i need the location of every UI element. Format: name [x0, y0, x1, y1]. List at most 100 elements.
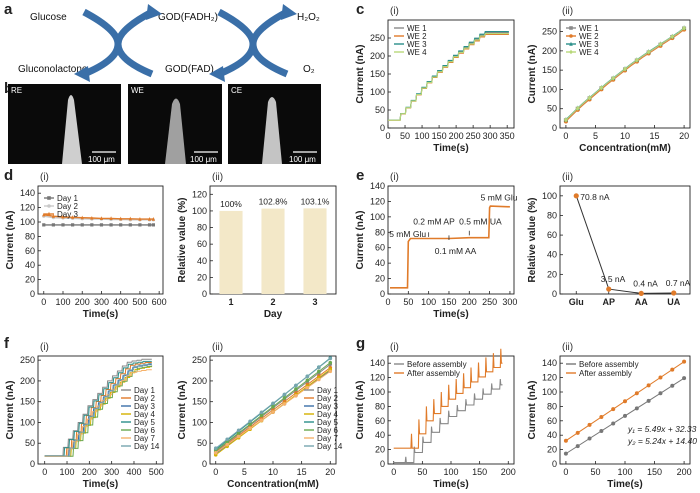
x-tick-label: 15: [297, 467, 307, 477]
y-tick-label: 150: [542, 65, 557, 75]
y-tick-label: 20: [547, 445, 557, 455]
data-point: [305, 385, 310, 390]
data-point: [47, 196, 51, 200]
y-tick-label: 40: [547, 250, 557, 260]
sem-tag-we: WE: [131, 86, 144, 95]
data-point: [61, 214, 65, 219]
y-tick-label: 60: [197, 239, 207, 249]
panel-label-f: f: [4, 335, 10, 352]
y-axis-label: Relative value (%): [527, 197, 538, 282]
series-line: [393, 348, 503, 449]
y-tick-label: 200: [20, 376, 35, 386]
ce-needle-tip: [262, 97, 282, 164]
legend-entry: Day 4: [317, 410, 338, 419]
subpanel-label: (i): [40, 342, 49, 353]
y-tick-label: 0: [380, 123, 385, 133]
scheme-arrow-2-arrowhead-bottom: [209, 66, 225, 82]
x-axis-label: Time(s): [433, 143, 468, 154]
data-point: [225, 442, 229, 447]
x-tick-label: UA: [667, 297, 680, 307]
x-axis-label: Time(s): [83, 479, 118, 490]
x-tick-label: 0: [563, 131, 568, 141]
x-tick-label: 50: [400, 131, 410, 141]
x-tick-label: 0: [391, 467, 396, 477]
data-point: [634, 406, 639, 411]
y-tick-label: 200: [370, 51, 385, 61]
y-tick-label: 150: [370, 69, 385, 79]
data-point: [236, 431, 241, 435]
scheme-god-fadh2: GOD(FADH₂): [158, 12, 218, 23]
x-tick-label: 2: [270, 297, 275, 307]
legend-entry: Day 3: [57, 210, 78, 219]
series-line: [393, 378, 503, 464]
data-point: [317, 365, 321, 370]
data-point: [294, 387, 298, 391]
chart-d-ii: (ii) 0 20 40 60 80 100 120 1 2 3 Day Relative value …: [177, 172, 337, 320]
data-point: [128, 223, 132, 227]
data-point: [587, 95, 592, 101]
data-point: [569, 26, 573, 30]
x-tick-label: 200: [449, 131, 464, 141]
data-point: [623, 413, 627, 418]
y-axis-label: Current (nA): [5, 381, 16, 440]
legend-entry: Day 1: [317, 386, 338, 395]
x-tick-label: 100: [55, 297, 70, 307]
legend-entry: Day 3: [317, 402, 338, 411]
bar: [219, 210, 243, 294]
injection-annotation: 5 mM Glu: [481, 193, 518, 203]
x-tick-label: 600: [152, 297, 167, 307]
x-tick-label: 100: [443, 467, 458, 477]
x-tick-label: 0: [385, 131, 390, 141]
data-point: [138, 223, 142, 227]
data-point: [42, 223, 46, 227]
y-tick-label: 20: [197, 272, 207, 282]
subpanel-label: (i): [390, 342, 399, 353]
data-point: [99, 223, 104, 227]
scale-label-we: 100 μm: [190, 155, 217, 164]
chart-c-ii: (ii) 0 50 100 150 200 250 0 5 10 15 20 Concentration…: [527, 6, 691, 154]
scheme-arrow-2-arrowhead-top: [281, 4, 297, 20]
legend-entry: Day 4: [134, 410, 155, 419]
scheme-arrow-1-arc-left: [82, 8, 122, 78]
y-tick-label: 0: [552, 123, 557, 133]
injection-annotation: 0.5 mM UA: [459, 217, 502, 227]
sem-images: RE WE CE 100 μm 100 μm 100 μm: [8, 84, 321, 164]
series-line: [44, 360, 152, 457]
data-point: [248, 419, 252, 424]
chart-e-i: (i) 0 20 40 60 80 100 120 140 0 50 100 150 200 250 300 T…: [355, 172, 518, 320]
data-point: [225, 437, 229, 442]
data-point: [61, 223, 65, 227]
data-point: [109, 216, 113, 220]
y-tick-label: 0: [30, 459, 35, 469]
data-point: [282, 402, 287, 406]
data-point: [670, 367, 675, 372]
x-tick-label: 1: [228, 297, 233, 307]
data-point: [682, 376, 687, 381]
data-point: [51, 214, 55, 218]
x-tick-label: 100: [415, 131, 430, 141]
fit-equation-after: y₁ = 5.49x + 32.33: [627, 424, 697, 434]
data-point: [317, 369, 321, 374]
x-tick-label: 10: [620, 131, 630, 141]
x-tick-label: 300: [483, 131, 498, 141]
legend-entry: Day 5: [134, 418, 155, 427]
x-tick-label: 3: [312, 297, 317, 307]
series-line: [388, 33, 509, 121]
x-tick-label: 0: [385, 297, 390, 307]
bar: [303, 208, 327, 294]
x-tick-label: 300: [94, 297, 109, 307]
subpanel-label: (ii): [212, 342, 223, 353]
y-tick-label: 100: [192, 417, 207, 427]
legend-entry: Day 3: [134, 402, 155, 411]
x-axis-label: Day: [264, 309, 283, 320]
y-tick-label: 140: [370, 358, 385, 368]
y-tick-label: 100: [370, 212, 385, 222]
point-data-label: 0.4 nA: [633, 278, 658, 288]
x-tick-label: 5: [242, 467, 247, 477]
x-tick-label: 150: [432, 131, 447, 141]
y-tick-label: 0: [380, 289, 385, 299]
y-tick-label: 60: [375, 416, 385, 426]
subpanel-label: (ii): [212, 172, 223, 183]
y-tick-label: 100: [542, 387, 557, 397]
y-tick-label: 0: [30, 289, 35, 299]
